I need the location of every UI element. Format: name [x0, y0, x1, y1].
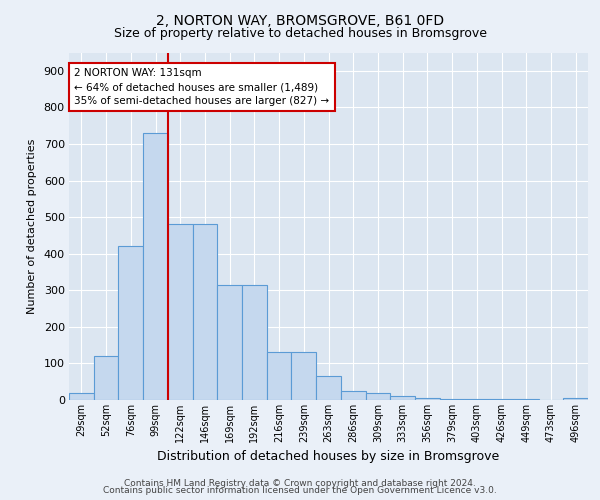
Text: Contains HM Land Registry data © Crown copyright and database right 2024.: Contains HM Land Registry data © Crown c…	[124, 478, 476, 488]
Bar	[341, 391, 365, 400]
Bar	[292, 352, 316, 400]
Bar	[415, 398, 440, 400]
Bar	[440, 399, 464, 400]
Text: 2 NORTON WAY: 131sqm
← 64% of detached houses are smaller (1,489)
35% of semi-de: 2 NORTON WAY: 131sqm ← 64% of detached h…	[74, 68, 329, 106]
Bar	[563, 398, 588, 400]
Bar	[464, 399, 489, 400]
Bar	[390, 396, 415, 400]
Bar	[69, 394, 94, 400]
Y-axis label: Number of detached properties: Number of detached properties	[27, 138, 37, 314]
Bar	[217, 285, 242, 400]
Bar	[242, 285, 267, 400]
Bar	[168, 224, 193, 400]
X-axis label: Distribution of detached houses by size in Bromsgrove: Distribution of detached houses by size …	[157, 450, 500, 464]
Bar	[193, 224, 217, 400]
Text: Size of property relative to detached houses in Bromsgrove: Size of property relative to detached ho…	[113, 28, 487, 40]
Bar	[316, 376, 341, 400]
Bar	[118, 246, 143, 400]
Bar	[94, 356, 118, 400]
Bar	[365, 392, 390, 400]
Bar	[143, 133, 168, 400]
Text: Contains public sector information licensed under the Open Government Licence v3: Contains public sector information licen…	[103, 486, 497, 495]
Text: 2, NORTON WAY, BROMSGROVE, B61 0FD: 2, NORTON WAY, BROMSGROVE, B61 0FD	[156, 14, 444, 28]
Bar	[267, 352, 292, 400]
